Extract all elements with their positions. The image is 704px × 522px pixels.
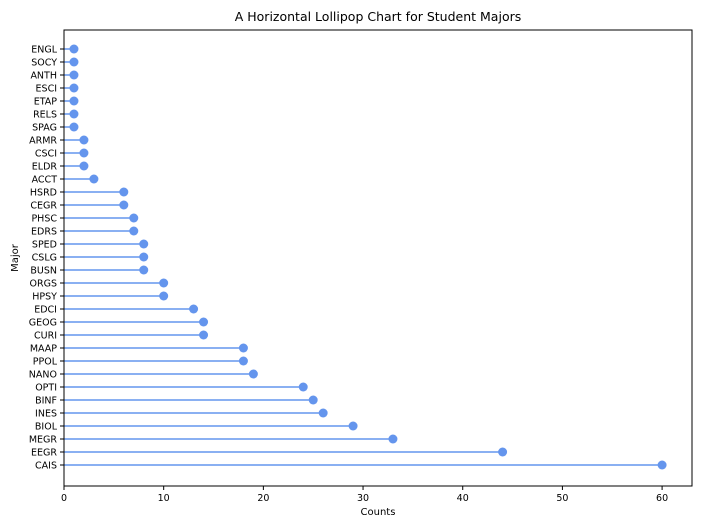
y-tick-label-geog: GEOG (29, 318, 57, 329)
marker-ines (318, 408, 328, 418)
marker-hpsy (159, 291, 169, 301)
marker-cegr (119, 200, 129, 210)
marker-csci (79, 148, 89, 158)
y-tick-label-curi: CURI (34, 331, 57, 342)
y-tick-label-rels: RELS (33, 110, 57, 121)
y-tick-label-esci: ESCI (36, 84, 57, 95)
y-tick-label-cslg: CSLG (32, 253, 57, 264)
y-tick-label-cegr: CEGR (30, 201, 57, 212)
plot-frame (63, 29, 693, 487)
marker-busn (139, 265, 149, 275)
y-tick-label-spag: SPAG (32, 123, 57, 134)
marker-spag (69, 122, 79, 132)
y-tick-label-phsc: PHSC (31, 214, 57, 225)
y-tick-label-hpsy: HPSY (32, 292, 57, 303)
x-tick-label-10: 10 (158, 493, 170, 504)
y-tick-label-etap: ETAP (34, 97, 58, 108)
y-tick-label-opti: OPTI (35, 383, 57, 394)
marker-ppol (238, 356, 248, 366)
x-axis-label: Counts (361, 507, 396, 518)
y-tick-label-eldr: ELDR (32, 162, 58, 173)
y-tick-label-armr: ARMR (29, 136, 57, 147)
marker-rels (69, 109, 79, 119)
marker-phsc (129, 213, 139, 223)
chart-title: A Horizontal Lollipop Chart for Student … (235, 9, 522, 24)
x-tick-label-0: 0 (61, 493, 67, 504)
marker-hsrd (119, 187, 129, 197)
y-tick-label-csci: CSCI (35, 149, 57, 160)
marker-edrs (129, 226, 139, 236)
marker-biol (348, 421, 358, 431)
y-tick-label-engl: ENGL (31, 45, 57, 56)
y-tick-label-ines: INES (35, 409, 57, 420)
marker-etap (69, 96, 79, 106)
y-tick-label-eegr: EEGR (31, 448, 57, 459)
marker-geog (199, 317, 209, 327)
y-tick-label-busn: BUSN (30, 266, 57, 277)
y-tick-label-nano: NANO (29, 370, 57, 381)
y-tick-label-edci: EDCI (34, 305, 57, 316)
marker-opti (298, 382, 308, 392)
marker-cslg (139, 252, 149, 262)
marker-cais (657, 460, 667, 470)
marker-nano (248, 369, 258, 379)
y-axis-label: Major (10, 243, 21, 272)
y-tick-label-ppol: PPOL (33, 357, 58, 368)
y-tick-label-biol: BIOL (35, 422, 58, 433)
y-tick-label-hsrd: HSRD (30, 188, 57, 199)
marker-esci (69, 83, 79, 93)
x-tick-label-50: 50 (556, 493, 568, 504)
y-tick-label-socy: SOCY (31, 58, 57, 69)
marker-anth (69, 70, 79, 80)
marker-acct (89, 174, 99, 184)
y-tick-label-edrs: EDRS (31, 227, 57, 238)
marker-armr (79, 135, 89, 145)
x-tick-label-60: 60 (656, 493, 668, 504)
y-tick-label-megr: MEGR (29, 435, 58, 446)
marker-engl (69, 44, 79, 54)
y-tick-label-acct: ACCT (32, 175, 58, 186)
y-tick-label-orgs: ORGS (30, 279, 57, 290)
marker-curi (199, 330, 209, 340)
y-tick-label-sped: SPED (32, 240, 57, 251)
y-tick-label-anth: ANTH (30, 71, 57, 82)
marker-sped (139, 239, 149, 249)
x-tick-label-20: 20 (257, 493, 269, 504)
marker-maap (238, 343, 248, 353)
y-tick-label-maap: MAAP (30, 344, 57, 355)
marker-eegr (498, 447, 508, 457)
marker-orgs (159, 278, 169, 288)
marker-megr (388, 434, 398, 444)
x-tick-label-30: 30 (357, 493, 369, 504)
marker-binf (308, 395, 318, 405)
y-tick-label-binf: BINF (35, 396, 57, 407)
marker-eldr (79, 161, 89, 171)
y-tick-label-cais: CAIS (35, 461, 57, 472)
marker-edci (189, 304, 199, 314)
marker-socy (69, 57, 79, 67)
plot-area (64, 44, 667, 470)
x-tick-label-40: 40 (457, 493, 469, 504)
